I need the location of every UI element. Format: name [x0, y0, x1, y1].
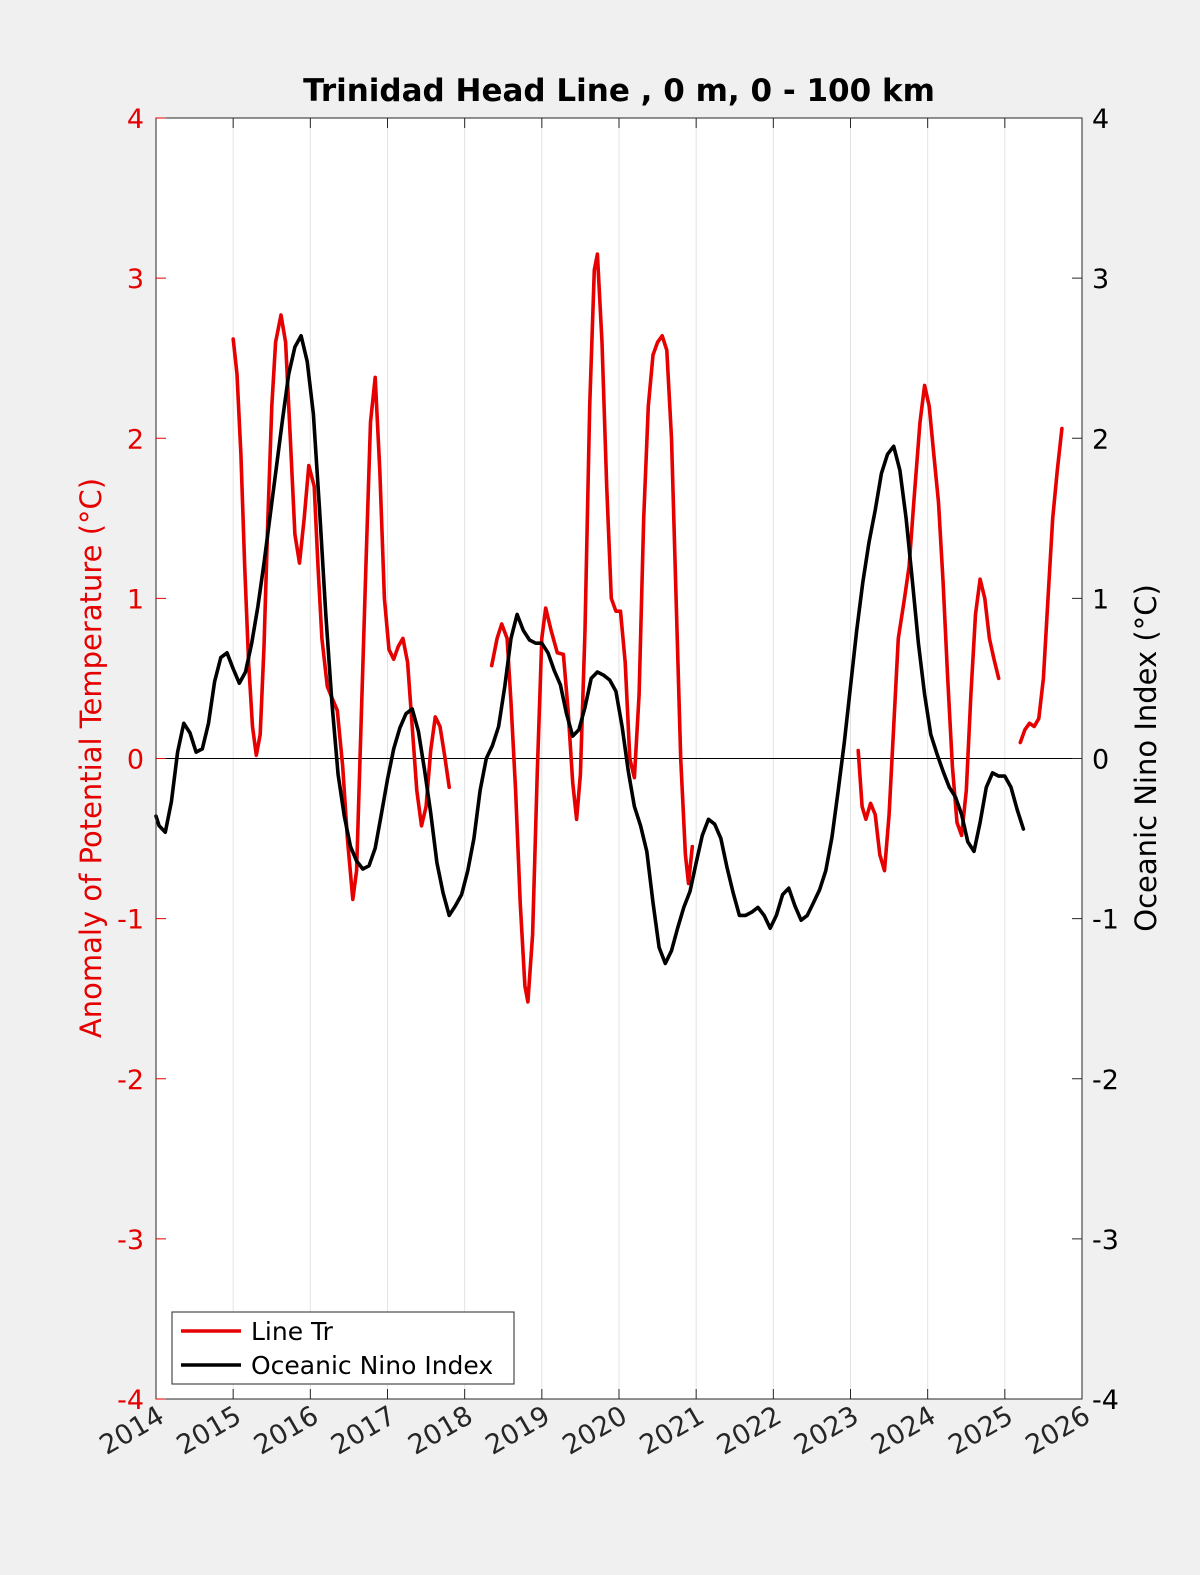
legend-box: [171, 1311, 515, 1385]
series-oni-segment-0: [154, 334, 1026, 966]
right-axis-label: Oceanic Nino Index (°C): [1129, 584, 1163, 932]
series-line-tr-segment-0: [231, 313, 451, 902]
series-line-tr-segment-2: [856, 383, 1001, 873]
y-right-tick-label--2: -2: [1092, 1065, 1119, 1096]
y-left-tick-label-3: 3: [127, 264, 144, 295]
y-right-tick-label-1: 1: [1092, 584, 1109, 615]
y-left-tick-label--1: -1: [117, 905, 144, 936]
y-right-tick-label--1: -1: [1092, 905, 1119, 936]
series-line-tr-segment-3: [1018, 426, 1064, 745]
y-left-tick-label-4: 4: [127, 104, 144, 135]
y-left-tick-label-2: 2: [127, 424, 144, 455]
chart-title: Trinidad Head Line , 0 m, 0 - 100 km: [303, 73, 935, 109]
legend-label-line-tr: Line Tr: [251, 1317, 334, 1346]
y-left-tick-label--2: -2: [117, 1065, 144, 1096]
left-axis-label: Anomaly of Potential Temperature (°C): [74, 478, 108, 1038]
series-layer: [154, 252, 1064, 1004]
y-right-tick-label-2: 2: [1092, 424, 1109, 455]
y-left-tick-label-0: 0: [127, 745, 144, 776]
legend: Line Tr Oceanic Nino Index: [171, 1311, 515, 1385]
legend-label-oni: Oceanic Nino Index: [251, 1351, 493, 1380]
y-left-tick-label--4: -4: [117, 1385, 144, 1416]
series-line-tr-segment-1: [489, 252, 695, 1004]
y-left-tick-label-1: 1: [127, 584, 144, 615]
y-left-tick-label--3: -3: [117, 1225, 144, 1256]
y-right-tick-label--4: -4: [1092, 1385, 1119, 1416]
y-right-tick-label-0: 0: [1092, 745, 1109, 776]
y-right-tick-label-3: 3: [1092, 264, 1109, 295]
y-right-tick-label--3: -3: [1092, 1225, 1119, 1256]
y-right-tick-label-4: 4: [1092, 104, 1109, 135]
